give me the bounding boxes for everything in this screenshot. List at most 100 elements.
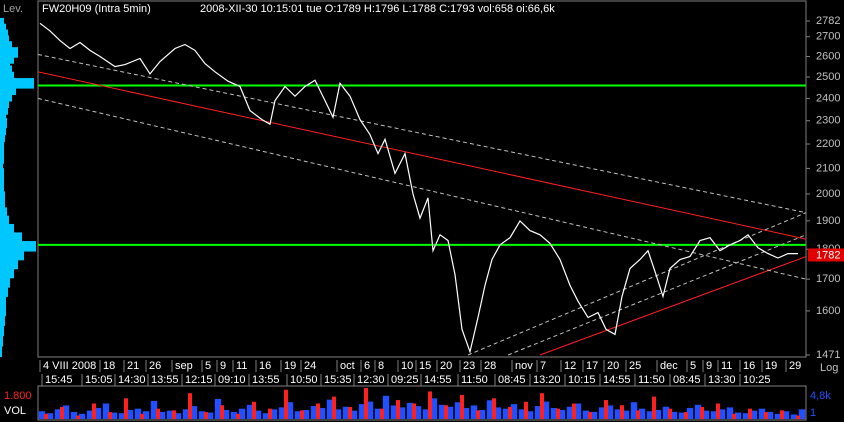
profile-bar	[0, 267, 14, 279]
volume-bar	[716, 403, 720, 419]
volume-bar	[86, 410, 94, 419]
volume-bar	[230, 411, 238, 419]
x-tick-label: 10:15	[568, 374, 596, 386]
volume-bar	[670, 411, 678, 419]
profile-bar	[0, 249, 24, 261]
volume-bar	[76, 415, 80, 419]
profile-bar	[0, 191, 5, 202]
price-line	[39, 22, 798, 354]
volume-bar	[60, 406, 64, 419]
y-tick-label: 1600	[816, 305, 840, 317]
volume-bar	[572, 403, 576, 419]
volume-bar	[294, 411, 302, 419]
volume-bar	[534, 406, 542, 419]
x-tick-label: 25	[629, 360, 641, 372]
volume-bar	[614, 409, 622, 419]
volume-bar	[390, 405, 398, 419]
volume-bar	[108, 412, 112, 419]
y-tick-label: 2700	[816, 31, 840, 43]
volume-bar	[302, 409, 310, 419]
volume-bar	[782, 411, 790, 419]
volume-bar	[278, 407, 286, 419]
volume-bar	[316, 403, 320, 419]
volume-bar	[92, 403, 96, 419]
profile-bar	[0, 59, 10, 70]
y-tick-label: 2300	[816, 115, 840, 127]
volume-bar	[252, 401, 256, 419]
x-tick-label: 8	[378, 360, 384, 372]
x-tick-label: 09:10	[218, 374, 246, 386]
volume-bar	[414, 406, 422, 419]
volume-bar	[748, 408, 752, 419]
x-tick-label: 10	[401, 360, 413, 372]
x-tick-label: 12:15	[185, 374, 213, 386]
profile-bar	[0, 305, 6, 317]
volume-bar	[342, 406, 350, 419]
volume-bar	[604, 400, 608, 419]
y-tick-label: 2400	[816, 92, 840, 104]
volume-bar	[652, 396, 656, 419]
x-tick-label: 12:30	[357, 374, 385, 386]
scale-label: Log	[820, 362, 838, 374]
volume-bar	[222, 409, 230, 419]
x-tick-label: 11:50	[461, 374, 488, 386]
volume-bar	[654, 409, 662, 419]
x-tick-label: 13:30	[708, 374, 736, 386]
quote-info: 2008-XII-30 10:15:01 tue O:1789 H:1796 L…	[200, 3, 555, 15]
volume-bar	[366, 401, 374, 419]
x-tick-label: 9	[706, 360, 712, 372]
x-tick-label: 08:45	[498, 374, 526, 386]
y-tick-label: 2500	[816, 71, 840, 83]
volume-bar	[206, 412, 214, 419]
volume-bar	[588, 412, 592, 419]
x-tick-label: 20	[440, 360, 452, 372]
x-tick-label: 11	[721, 360, 732, 372]
x-tick-label: 21	[127, 360, 139, 372]
volume-bar	[220, 405, 224, 419]
volume-bar	[630, 402, 638, 419]
volume-bar	[198, 411, 206, 419]
x-tick-label: 09:25	[391, 374, 419, 386]
x-tick-label: 15:45	[45, 374, 73, 386]
volume-bar	[188, 393, 192, 419]
x-tick-label: 10:50	[290, 374, 318, 386]
profile-bar	[0, 258, 18, 270]
volume-bar	[348, 406, 352, 419]
profile-bar	[0, 241, 36, 252]
x-tick-label: 9	[220, 360, 226, 372]
profile-bar	[0, 295, 6, 307]
profile-bar	[0, 53, 14, 64]
x-tick-label: 5	[690, 360, 696, 372]
x-tick-label: 13:55	[151, 374, 179, 386]
profile-bar	[0, 336, 3, 347]
volume-bar	[734, 412, 742, 419]
x-tick-label: 7	[540, 360, 546, 372]
profile-bar	[0, 90, 12, 102]
volume-bar	[486, 400, 494, 419]
volume-bar	[44, 413, 48, 419]
volume-bar	[542, 401, 550, 419]
x-tick-label: 20	[607, 360, 619, 372]
volume-bar	[438, 404, 446, 419]
volume-bar	[796, 415, 800, 419]
profile-bar	[0, 18, 4, 29]
volume-bar	[70, 411, 78, 419]
x-tick-label: 26	[149, 360, 161, 372]
volume-bar	[478, 409, 486, 419]
volume-bar	[508, 406, 512, 419]
volume-bar	[454, 402, 462, 419]
x-tick-label: 19	[765, 360, 777, 372]
profile-bar	[0, 78, 34, 89]
volume-bar	[134, 408, 142, 419]
volume-bar	[182, 409, 190, 419]
x-tick-label: sep	[175, 360, 193, 372]
volume-bar	[46, 413, 54, 419]
volume-bar	[262, 413, 270, 419]
volume-frame	[37, 385, 807, 421]
y-tick-label: 2200	[816, 138, 840, 150]
profile-bar	[0, 145, 4, 157]
y-tick-label: 2600	[816, 50, 840, 62]
